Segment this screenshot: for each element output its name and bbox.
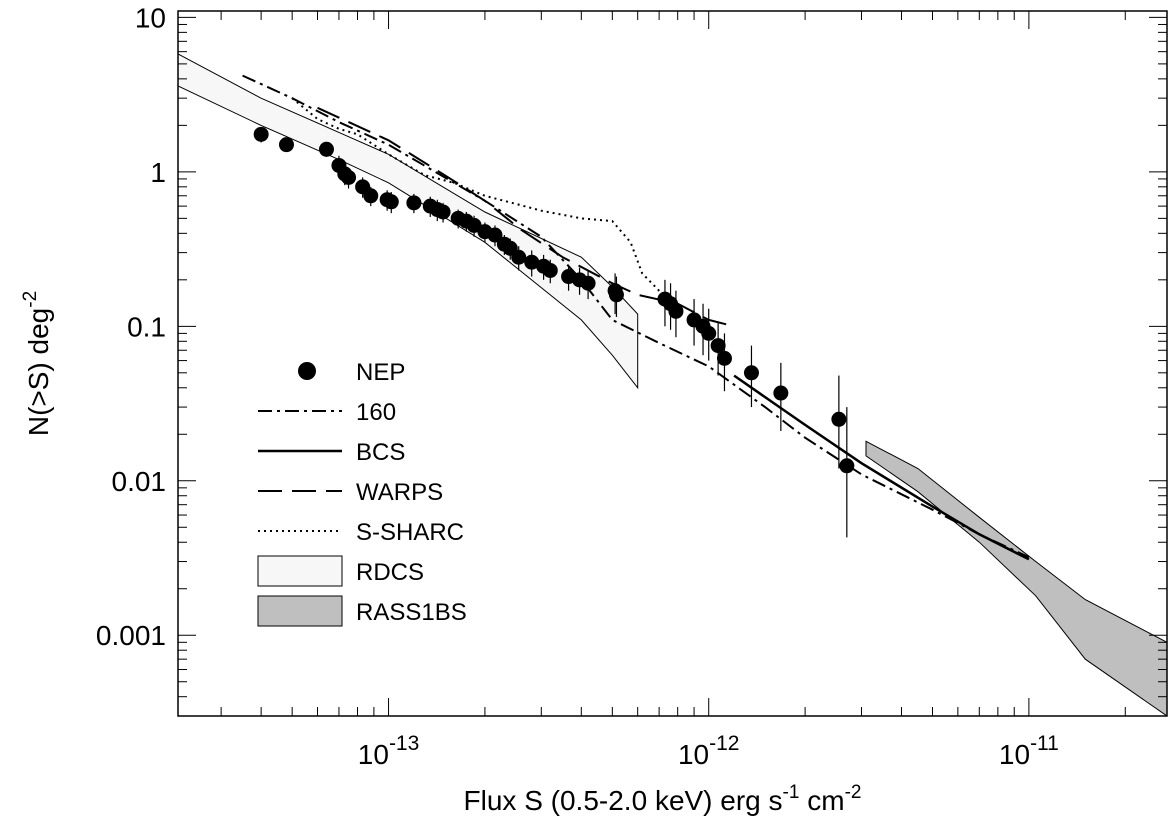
data-marker	[487, 227, 503, 243]
nep-point	[743, 345, 759, 408]
data-marker	[511, 249, 527, 265]
legend-label: BCS	[356, 439, 405, 466]
line-160	[242, 74, 1030, 559]
nep-point	[318, 141, 334, 157]
data-marker	[542, 262, 558, 278]
legend-marker	[298, 362, 316, 380]
data-marker	[580, 275, 596, 291]
data-marker	[253, 126, 269, 142]
nep-point	[435, 202, 451, 223]
y-tick-label: 0.01	[112, 466, 167, 497]
data-marker	[383, 194, 399, 210]
x-tick-label: 10-11	[999, 732, 1059, 770]
nep-point	[839, 407, 855, 538]
y-tick-label: 0.1	[127, 311, 166, 342]
legend-label: RDCS	[356, 559, 424, 586]
plot-frame	[177, 10, 1168, 717]
legend-label: S-SHARC	[356, 519, 464, 546]
data-marker	[668, 303, 684, 319]
nep-point	[716, 333, 732, 392]
legend-label: NEP	[356, 359, 405, 386]
nep-point	[701, 308, 717, 361]
legend-label: 160	[356, 399, 396, 426]
data-marker	[466, 217, 482, 233]
x-axis-title: Flux S (0.5-2.0 keV) erg s-1 cm-2	[464, 782, 862, 816]
legend-entry-rass1bs: RASS1BS	[257, 595, 467, 627]
line-bcs	[733, 374, 1030, 561]
nep-point	[406, 193, 422, 214]
legend-entry-160: 160	[258, 399, 396, 426]
nep-point	[487, 225, 503, 247]
nep-point	[831, 375, 847, 469]
nep-point	[363, 186, 379, 207]
x-tick-label: 10-12	[678, 732, 740, 770]
data-marker	[318, 141, 334, 157]
nep-point	[524, 250, 540, 277]
line-warps	[317, 106, 735, 328]
x-tick-label: 10-13	[358, 732, 420, 770]
axis-titles: Flux S (0.5-2.0 keV) erg s-1 cm-2 N(>S) …	[20, 291, 861, 816]
data-marker	[839, 458, 855, 474]
nep-point	[580, 270, 596, 300]
data-marker	[435, 204, 451, 220]
legend-entry-warps: WARPS	[258, 479, 443, 506]
y-axis-title: N(>S) deg-2	[20, 291, 54, 436]
data-marker	[363, 188, 379, 204]
nep-point	[542, 259, 558, 284]
legend: NEP 160 BCS WARPS S-SHARC RDCS RASS1BS	[257, 359, 467, 627]
data-marker	[701, 325, 717, 341]
data-marker	[341, 169, 357, 185]
nep-point	[341, 167, 357, 189]
data-marker	[524, 254, 540, 270]
band-rdcs	[178, 53, 639, 390]
data-marker	[278, 137, 294, 153]
data-marker	[831, 411, 847, 427]
y-tick-label: 0.001	[96, 620, 166, 651]
nep-point	[511, 246, 527, 271]
y-tick-label: 1	[150, 157, 166, 188]
nep-point	[773, 362, 789, 432]
legend-entry-s-sharc: S-SHARC	[258, 519, 464, 546]
nep-point	[466, 215, 482, 237]
data-marker	[716, 350, 732, 366]
data-marker	[608, 287, 624, 303]
legend-swatch	[257, 595, 343, 627]
legend-entry-bcs: BCS	[258, 439, 405, 466]
nep-point	[253, 126, 269, 143]
nep-point	[668, 290, 684, 338]
data-marker	[743, 365, 759, 381]
legend-swatch	[257, 555, 343, 587]
nep-point	[278, 137, 294, 153]
nep-point	[608, 276, 624, 317]
y-tick-label: 10	[135, 2, 166, 33]
band-rass1bs	[865, 440, 1167, 716]
data-marker	[406, 195, 422, 211]
nep-point	[710, 323, 726, 376]
legend-label: WARPS	[356, 479, 443, 506]
legend-entry-nep: NEP	[298, 359, 405, 386]
nep-point	[383, 192, 399, 214]
plot-area	[178, 53, 1167, 716]
legend-entry-rdcs: RDCS	[257, 555, 424, 587]
axes: 10-13 10-12 10-11 10 1 0.1 0.01 0.001	[96, 2, 1168, 770]
line-s-sharc	[291, 97, 679, 305]
data-marker	[710, 338, 726, 354]
legend-label: RASS1BS	[356, 599, 467, 626]
data-marker	[773, 385, 789, 401]
